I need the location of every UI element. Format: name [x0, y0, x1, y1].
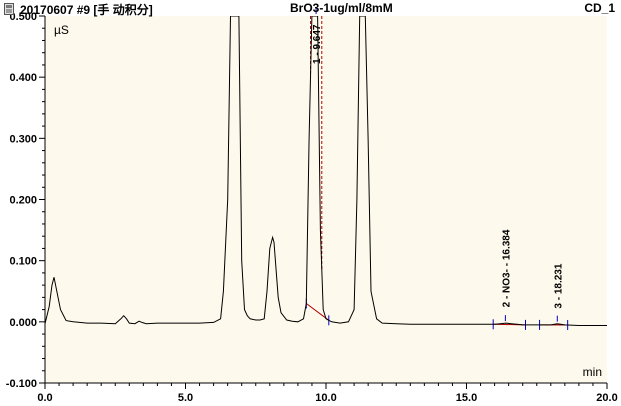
- sample-file-label: 20170607 #9 [手 动积分]: [20, 3, 153, 17]
- x-tick-label: 10.0: [315, 392, 336, 404]
- peak-baseline: [306, 303, 330, 321]
- x-tick-label: 0.0: [37, 392, 52, 404]
- sample-name: BrO3-1ug/ml/8mM: [290, 1, 393, 15]
- y-tick-label: 0.500: [9, 11, 37, 23]
- file-icon: [4, 2, 14, 15]
- x-tick-label: 5.0: [178, 392, 193, 404]
- channel-label: CD_1: [584, 1, 615, 15]
- peak-label: 2 - NO3- - 16.384: [501, 229, 512, 307]
- peak-label: 3 - 18.231: [553, 263, 564, 308]
- y-tick-label: 0.000: [9, 317, 37, 329]
- y-tick-label: 0.300: [9, 133, 37, 145]
- x-tick-label: 20.0: [596, 392, 617, 404]
- peak-label: 1 - 9.647: [312, 24, 323, 64]
- y-tick-label: 0.200: [9, 195, 37, 207]
- x-axis-label: min: [583, 365, 602, 379]
- y-tick-label: 0.400: [9, 72, 37, 84]
- y-tick-label: 0.100: [9, 256, 37, 268]
- plot-area: [45, 16, 607, 383]
- x-tick-label: 15.0: [456, 392, 477, 404]
- y-axis-label: µS: [54, 23, 69, 37]
- chromatogram-trace: [45, 16, 607, 326]
- y-tick-label: -0.100: [6, 378, 37, 390]
